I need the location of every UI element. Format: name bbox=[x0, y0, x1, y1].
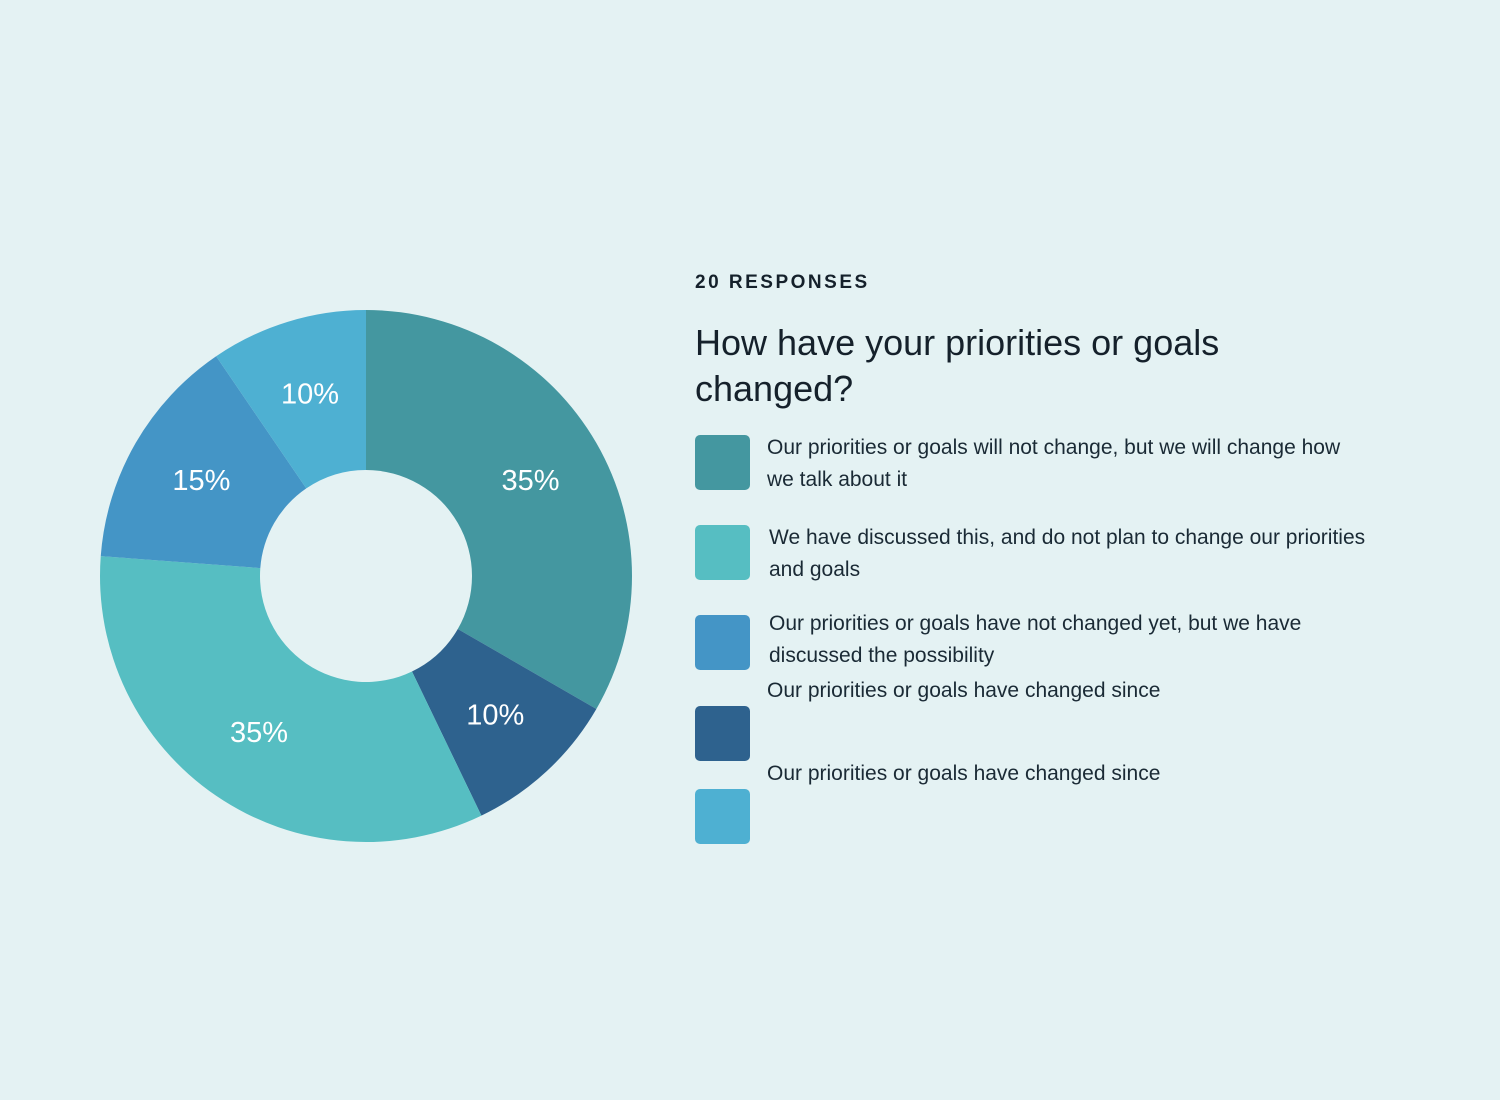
donut-slice bbox=[100, 356, 307, 569]
question-title: How have your priorities or goals change… bbox=[695, 322, 1220, 409]
slice-label: 35% bbox=[502, 465, 560, 497]
legend-item: Our priorities or goals have changed sin… bbox=[695, 762, 1395, 845]
legend-swatch bbox=[695, 525, 750, 580]
legend-item: Our priorities or goals have changed sin… bbox=[695, 679, 1395, 762]
slice-label: 10% bbox=[466, 699, 524, 731]
donut-chart: 35% 10% 35% 15% 10% bbox=[100, 310, 632, 843]
slice-label: 15% bbox=[172, 465, 230, 497]
legend-swatch bbox=[695, 435, 750, 490]
legend-label: Our priorities or goals have changed sin… bbox=[767, 762, 1161, 785]
legend-label: Our priorities or goals have changed sin… bbox=[767, 679, 1161, 702]
legend-item: We have discussed this, and do not plan … bbox=[695, 525, 1395, 581]
legend-item: Our priorities or goals have not changed… bbox=[695, 612, 1395, 671]
legend-swatch bbox=[695, 706, 750, 761]
legend-label: We have discussed this, and do not plan … bbox=[769, 526, 1366, 581]
donut-slice bbox=[100, 556, 482, 843]
legend-label: Our priorities or goals will not change,… bbox=[767, 436, 1341, 491]
legend-label: Our priorities or goals have not changed… bbox=[769, 612, 1302, 667]
donut-slice bbox=[366, 310, 632, 709]
legend-swatch bbox=[695, 615, 750, 670]
donut-slice bbox=[216, 310, 366, 489]
legend-swatch bbox=[695, 789, 750, 844]
slice-label: 10% bbox=[281, 378, 339, 410]
slice-label: 35% bbox=[230, 717, 288, 749]
info-panel: 20 RESPONSES How have your priorities or… bbox=[695, 270, 1395, 412]
legend-item: Our priorities or goals will not change,… bbox=[695, 435, 1395, 491]
response-count: 20 RESPONSES bbox=[695, 272, 870, 293]
donut-slice bbox=[411, 629, 597, 816]
